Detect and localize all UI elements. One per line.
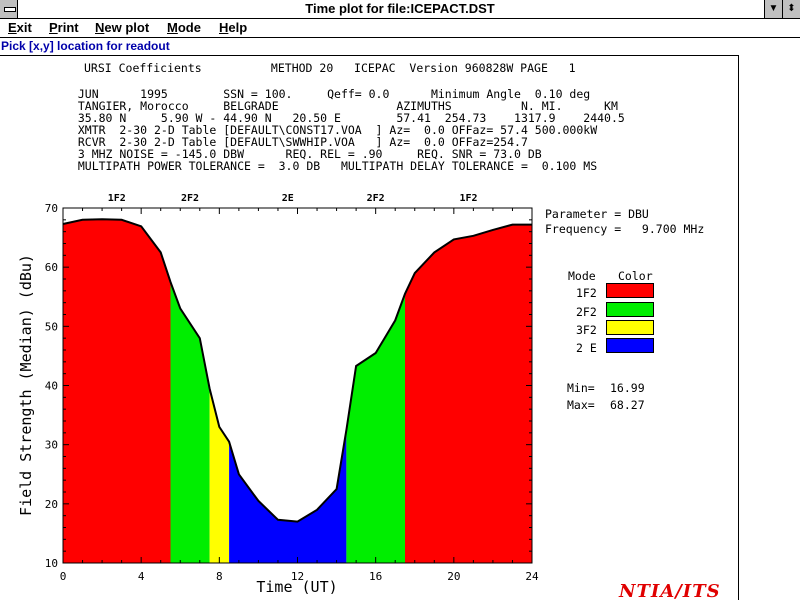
max-label: Max= [567, 398, 595, 412]
mode-fill-2e-3 [229, 429, 347, 563]
mode-fill-1f2-5 [405, 224, 532, 563]
x-tick-label-12: 12 [291, 570, 304, 583]
top-mode-label-3: 2F2 [367, 193, 385, 204]
menu-mode[interactable]: Mode [167, 20, 201, 35]
header-line-7: 3 MHZ NOISE = -145.0 DBW REQ. REL = .90 … [64, 147, 542, 161]
title-bar: Time plot for file:ICEPACT.DST ▼ ⬍ [0, 0, 800, 19]
top-mode-label-4: 1F2 [459, 193, 477, 204]
x-tick-label-0: 0 [60, 570, 67, 583]
legend-label-2e: 2 E [576, 341, 597, 355]
minimize-button[interactable]: ▼ [764, 0, 782, 18]
header-line-2: JUN 1995 SSN = 100. Qeff= 0.0 Minimum An… [64, 87, 591, 101]
y-tick-label-30: 30 [45, 439, 58, 452]
menu-help[interactable]: Help [219, 20, 248, 35]
legend-color-header: Color [618, 269, 653, 283]
field-strength-curve [62, 218, 532, 523]
legend-label-2f2: 2F2 [576, 305, 597, 319]
system-menu-icon[interactable] [0, 0, 18, 18]
legend-label-3f2: 3F2 [576, 323, 597, 337]
y-tick-label-60: 60 [45, 261, 58, 274]
header-line-6: RCVR 2-30 2-D Table [DEFAULT\SWWHIP.VOA … [64, 135, 528, 149]
legend-label-1f2: 1F2 [576, 286, 597, 300]
top-mode-label-1: 2F2 [181, 193, 199, 204]
x-tick-label-16: 16 [369, 570, 382, 583]
legend-swatch-3f2 [606, 320, 654, 335]
mode-fill-3f2-2 [209, 388, 230, 563]
mode-fill-2f2-1 [170, 282, 210, 563]
header-line-1: URSI Coefficients METHOD 20 ICEPAC Versi… [84, 61, 576, 75]
legend-mode-header: Mode [568, 269, 596, 283]
top-mode-label-2: 2E [282, 193, 294, 204]
triangle-up-down-icon: ⬍ [787, 3, 796, 14]
ntia-its-credit: NTIA/ITS [619, 581, 721, 602]
max-value: 68.27 [610, 398, 645, 412]
x-tick-label-20: 20 [447, 570, 460, 583]
menu-new-plot[interactable]: New plot [95, 20, 150, 35]
triangle-down-icon: ▼ [768, 3, 779, 14]
parameter-label: Parameter = DBU [545, 207, 649, 221]
x-tick-label-24: 24 [525, 570, 539, 583]
legend-swatch-2e [606, 338, 654, 353]
mode-fill-1f2-0 [63, 219, 171, 563]
x-tick-label-4: 4 [138, 570, 145, 583]
status-line: Pick [x,y] location for readout [1, 39, 170, 53]
y-tick-label-10: 10 [45, 557, 58, 570]
header-line-8: MULTIPATH POWER TOLERANCE = 3.0 DB MULTI… [64, 159, 598, 173]
axis-ticks [62, 207, 533, 564]
y-tick-label-50: 50 [45, 320, 58, 333]
axis-labels: 0 4 8 12 16 20 24 10 20 30 40 50 60 70 1F2 2F2 2E 2F2 1F2 [45, 193, 539, 583]
header-line-3: TANGIER, Morocco BELGRADE AZIMUTHS N. MI… [64, 99, 618, 113]
menu-exit[interactable]: Exit [8, 20, 32, 35]
legend-swatch-1f2 [606, 283, 654, 298]
mode-area-fills [63, 219, 532, 563]
y-tick-label-70: 70 [45, 202, 58, 215]
window-title: Time plot for file:ICEPACT.DST [305, 1, 495, 16]
maximize-button[interactable]: ⬍ [782, 0, 800, 18]
top-mode-label-0: 1F2 [108, 193, 126, 204]
x-tick-label-8: 8 [216, 570, 223, 583]
min-label: Min= [567, 381, 595, 395]
x-axis-label: Time (UT) [256, 578, 337, 596]
menu-bar: Exit Print New plot Mode Help [0, 19, 800, 38]
mode-fill-2f2-4 [346, 293, 405, 563]
header-line-5: XMTR 2-30 2-D Table [DEFAULT\CONST17.VOA… [64, 123, 598, 137]
header-line-4: 35.80 N 5.90 W - 44.90 N 20.50 E 57.41 2… [64, 111, 625, 125]
frequency-label: Frequency = 9.700 MHz [545, 222, 705, 236]
y-tick-label-40: 40 [45, 380, 58, 393]
min-value: 16.99 [610, 381, 645, 395]
y-tick-label-20: 20 [45, 498, 58, 511]
menu-print[interactable]: Print [49, 20, 79, 35]
y-axis-label: Field Strength (Median) (dBu) [17, 254, 35, 516]
legend-swatch-2f2 [606, 302, 654, 317]
